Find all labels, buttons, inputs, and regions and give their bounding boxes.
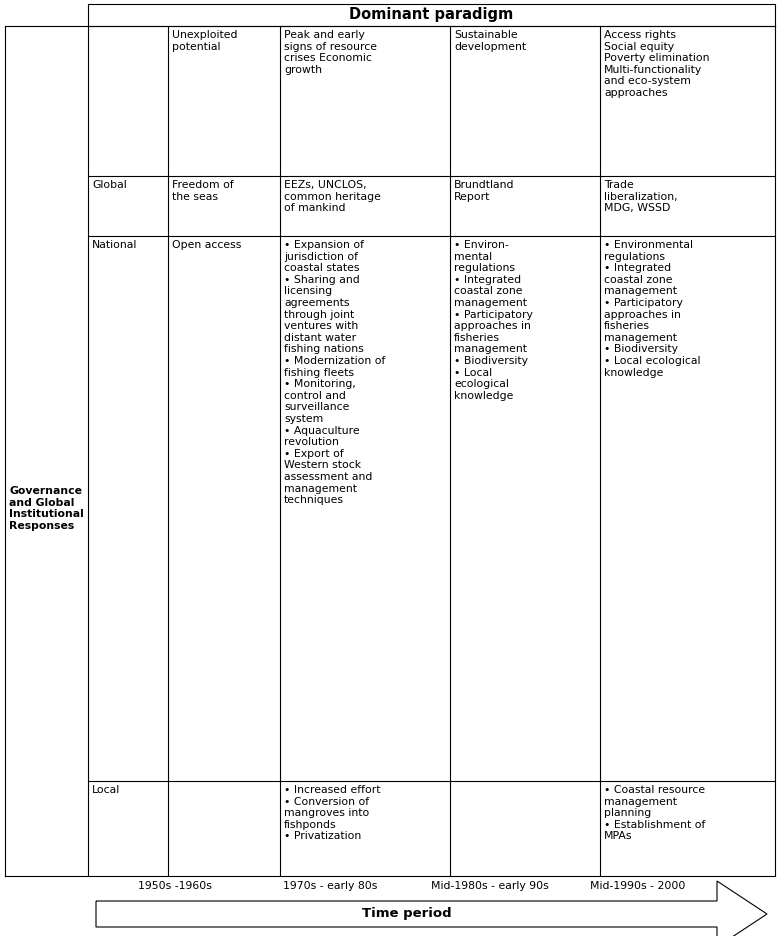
Text: Mid-1980s - early 90s: Mid-1980s - early 90s xyxy=(431,881,549,891)
Text: Open access: Open access xyxy=(172,240,242,250)
Text: Unexploited
potential: Unexploited potential xyxy=(172,30,238,51)
Text: • Environmental
regulations
• Integrated
coastal zone
management
• Participatory: • Environmental regulations • Integrated… xyxy=(604,240,701,377)
Text: Trade
liberalization,
MDG, WSSD: Trade liberalization, MDG, WSSD xyxy=(604,180,678,213)
Text: EEZs, UNCLOS,
common heritage
of mankind: EEZs, UNCLOS, common heritage of mankind xyxy=(284,180,381,213)
Text: Freedom of
the seas: Freedom of the seas xyxy=(172,180,234,201)
Text: National: National xyxy=(92,240,138,250)
Text: Global: Global xyxy=(92,180,127,190)
Text: • Coastal resource
management
planning
• Establishment of
MPAs: • Coastal resource management planning •… xyxy=(604,785,705,841)
Text: Brundtland
Report: Brundtland Report xyxy=(454,180,515,201)
Text: Governance
and Global
Institutional
Responses: Governance and Global Institutional Resp… xyxy=(9,486,84,531)
Text: Sustainable
development: Sustainable development xyxy=(454,30,526,51)
Text: • Environ-
mental
regulations
• Integrated
coastal zone
management
• Participato: • Environ- mental regulations • Integrat… xyxy=(454,240,533,401)
Text: Peak and early
signs of resource
crises Economic
growth: Peak and early signs of resource crises … xyxy=(284,30,377,75)
Text: 1970s - early 80s: 1970s - early 80s xyxy=(283,881,377,891)
Text: • Increased effort
• Conversion of
mangroves into
fishponds
• Privatization: • Increased effort • Conversion of mangr… xyxy=(284,785,381,841)
Text: Access rights
Social equity
Poverty elimination
Multi-functionality
and eco-syst: Access rights Social equity Poverty elim… xyxy=(604,30,709,98)
Text: • Expansion of
jurisdiction of
coastal states
• Sharing and
licensing
agreements: • Expansion of jurisdiction of coastal s… xyxy=(284,240,386,505)
Text: Time period: Time period xyxy=(362,908,451,920)
Text: Dominant paradigm: Dominant paradigm xyxy=(350,7,514,22)
Text: Local: Local xyxy=(92,785,120,795)
Text: 1950s -1960s: 1950s -1960s xyxy=(138,881,212,891)
Text: Mid-1990s - 2000: Mid-1990s - 2000 xyxy=(590,881,686,891)
